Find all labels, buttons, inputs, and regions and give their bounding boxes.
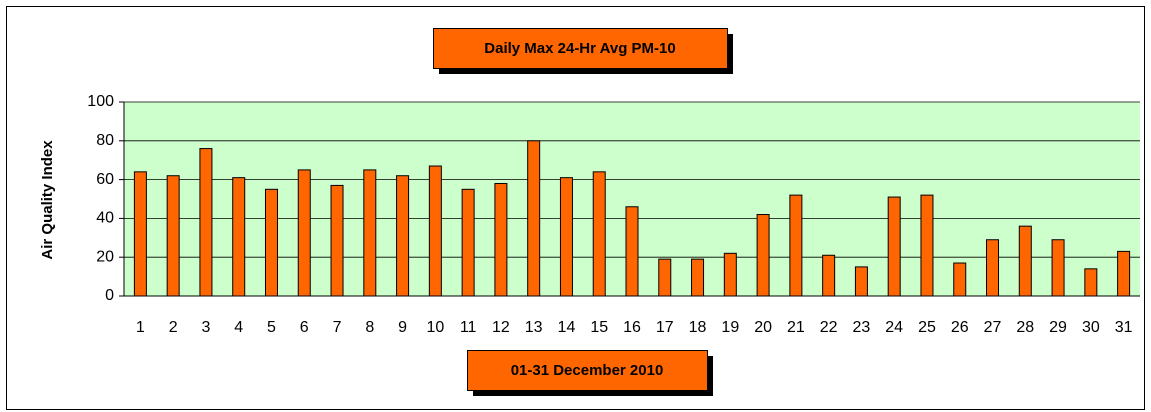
x-tick-label: 7: [333, 319, 342, 336]
x-tick-label: 14: [558, 319, 576, 336]
x-tick-label: 23: [853, 319, 871, 336]
bar: [986, 239, 1000, 297]
bar: [953, 262, 967, 297]
bar: [363, 169, 377, 297]
bar: [625, 206, 639, 297]
x-tick-label: 25: [918, 319, 936, 336]
y-tick-label: 100: [87, 93, 114, 110]
bar: [199, 148, 213, 297]
bar: [920, 194, 934, 297]
x-tick-label: 9: [398, 319, 407, 336]
x-tick-label: 15: [590, 319, 608, 336]
bar: [822, 254, 836, 297]
bar: [1117, 250, 1131, 297]
x-tick-label: 12: [492, 319, 510, 336]
x-tick-label: 21: [787, 319, 805, 336]
x-tick-label: 4: [234, 319, 243, 336]
bar: [297, 169, 311, 297]
bar: [330, 184, 344, 297]
x-tick-label: 2: [169, 319, 178, 336]
bar: [494, 182, 508, 297]
bar: [854, 266, 868, 297]
x-tick-label: 19: [721, 319, 739, 336]
title-box: [433, 28, 728, 69]
x-tick-label: 20: [754, 319, 772, 336]
x-tick-label: 3: [201, 319, 210, 336]
bar: [1018, 225, 1032, 297]
x-tick-label: 6: [300, 319, 309, 336]
y-tick-label: 40: [96, 210, 114, 227]
y-tick-label: 20: [96, 248, 114, 265]
x-tick-label: 13: [525, 319, 543, 336]
bar: [658, 258, 672, 297]
x-tick-label: 30: [1082, 319, 1100, 336]
chart-title: Daily Max 24-Hr Avg PM-10: [484, 40, 675, 57]
x-tick-label: 31: [1115, 319, 1133, 336]
y-tick-label: 60: [96, 171, 114, 188]
bar: [756, 214, 770, 297]
x-label-box: [467, 350, 708, 391]
x-tick-label: 1: [136, 319, 145, 336]
x-tick-label: 11: [460, 319, 477, 336]
bar: [559, 177, 573, 297]
x-tick-label: 8: [365, 319, 374, 336]
bar: [396, 175, 410, 297]
bar: [166, 175, 180, 297]
bar: [592, 171, 606, 297]
bar: [133, 171, 147, 297]
bar: [723, 252, 737, 297]
bar: [264, 188, 278, 297]
bar: [691, 258, 705, 297]
x-tick-label: 26: [951, 319, 969, 336]
bar: [1084, 268, 1098, 297]
x-tick-label: 17: [656, 319, 674, 336]
y-axis-label: Air Quality Index: [39, 140, 56, 260]
x-tick-label: 18: [689, 319, 707, 336]
y-tick-label: 0: [105, 287, 114, 304]
x-tick-label: 24: [885, 319, 903, 336]
x-tick-label: 10: [426, 319, 444, 336]
x-tick-label: 27: [984, 319, 1002, 336]
x-tick-label: 22: [820, 319, 838, 336]
bar: [527, 140, 541, 297]
y-tick-label: 80: [96, 132, 114, 149]
bar: [428, 165, 442, 297]
bar: [789, 194, 803, 297]
bar: [887, 196, 901, 297]
x-tick-label: 28: [1016, 319, 1034, 336]
x-tick-label: 16: [623, 319, 641, 336]
x-tick-label: 29: [1049, 319, 1067, 336]
bar: [1051, 239, 1065, 297]
bar: [232, 177, 246, 297]
x-axis-label: 01-31 December 2010: [511, 362, 664, 379]
x-tick-label: 5: [267, 319, 276, 336]
bar: [461, 188, 475, 297]
